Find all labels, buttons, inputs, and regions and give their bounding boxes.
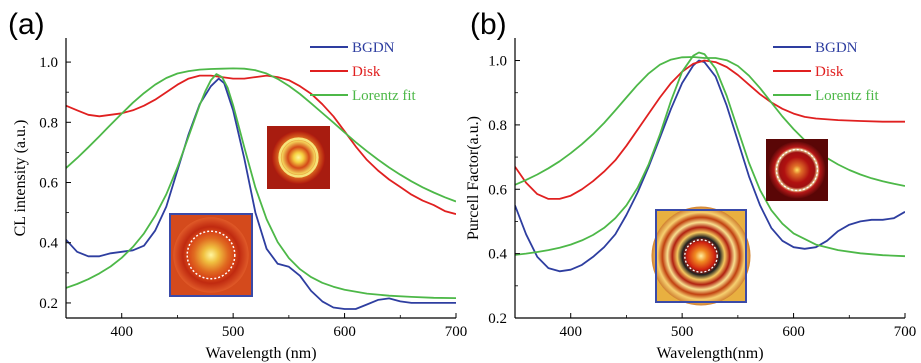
y-tick-label: 0.6 <box>39 176 58 192</box>
inset-disk-pf-outline <box>775 148 819 192</box>
y-tick-label: 0.6 <box>488 182 507 198</box>
legend-bgdn-label: BGDN <box>815 40 858 56</box>
plot-area <box>66 67 456 310</box>
y-tick-label: 0.8 <box>39 115 58 131</box>
panel-label: (a) <box>8 8 45 41</box>
y-axis-title: CL intensity (a.u.) <box>12 120 29 237</box>
series-disk-line <box>515 59 905 200</box>
series-lorentz-fit-narrow-line <box>515 51 905 258</box>
x-axis-title: Wavelength (nm) <box>205 345 316 362</box>
y-tick-label: 0.4 <box>39 236 58 252</box>
y-tick-label: 0.2 <box>488 311 507 327</box>
series-disk-line <box>66 74 456 215</box>
series-lorentz-fit-line <box>515 56 905 187</box>
x-tick-label: 400 <box>110 324 133 340</box>
inset-bgdn-cl-pattern <box>173 217 249 293</box>
x-tick-label: 600 <box>782 324 805 340</box>
panel-a: (a) 400 500 600 700 0.2 0.4 0.6 0.8 1.0 Wavelength… <box>8 8 467 362</box>
y-tick-label: 0.2 <box>39 296 58 312</box>
y-tick-label: 1.0 <box>488 54 507 70</box>
inset-bgdn-pf-pattern <box>651 206 751 306</box>
inset-bgdn-cl-frame <box>169 213 253 297</box>
x-tick-label: 500 <box>222 324 245 340</box>
series-lorentz-fit-narrow-line <box>66 73 456 299</box>
x-tick-label: 700 <box>894 324 917 340</box>
y-tick-label: 0.4 <box>488 247 507 263</box>
panel-b: (b) 400 500 600 700 0.2 0.4 0.6 0.8 1.0 Wavelength… <box>465 8 916 362</box>
inset-disk-cl-ring <box>278 137 319 178</box>
legend-lorentz-fit-label: Lorentz fit <box>815 88 880 104</box>
x-axis-title: Wavelength(nm) <box>656 345 763 362</box>
x-tick-label: 500 <box>671 324 694 340</box>
x-tick-label: 400 <box>559 324 582 340</box>
x-tick-label: 700 <box>445 324 468 340</box>
legend-disk-label: Disk <box>815 64 844 80</box>
series-bgdn-line <box>515 59 905 273</box>
inset-bgdn-pf-outline <box>684 239 718 273</box>
legend-lorentz-fit-label: Lorentz fit <box>352 88 417 104</box>
y-axis-title: Purcell Factor(a.u.) <box>465 116 482 240</box>
x-tick-label: 600 <box>333 324 356 340</box>
y-tick-label: 0.8 <box>488 118 507 134</box>
series-lorentz-fit-line <box>66 67 456 203</box>
panel-label: (b) <box>470 8 507 41</box>
inset-bgdn-pf-frame <box>655 209 747 303</box>
legend-bgdn-label: BGDN <box>352 40 395 56</box>
inset-bgdn-cl-outline <box>186 230 236 280</box>
y-tick-label: 1.0 <box>39 55 58 71</box>
legend-disk-label: Disk <box>352 64 381 80</box>
plot-area <box>515 51 905 273</box>
inset-disk-pf-pattern <box>768 141 826 199</box>
